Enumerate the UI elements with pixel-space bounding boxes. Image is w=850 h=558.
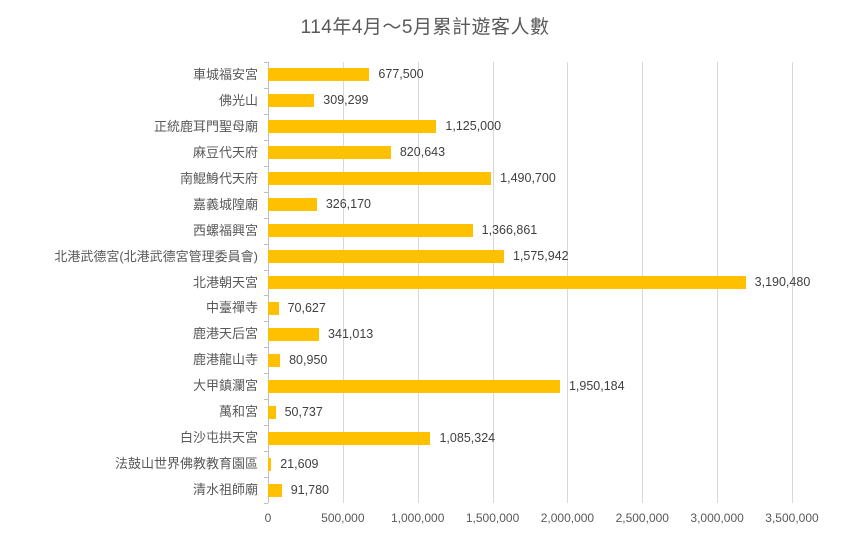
category-label: 北港武德宮(北港武德宮管理委員會) <box>54 248 258 264</box>
x-axis-tick-label: 0 <box>264 511 272 525</box>
bar <box>268 379 560 393</box>
bar <box>268 198 317 212</box>
value-label: 1,490,700 <box>500 171 556 186</box>
category-axis-tick <box>264 373 268 375</box>
bar <box>268 120 437 134</box>
category-label: 白沙屯拱天宮 <box>179 430 258 446</box>
category-label: 佛光山 <box>218 92 258 108</box>
x-axis-tick-label: 3,500,000 <box>765 511 819 525</box>
category-axis-tick <box>264 165 268 167</box>
category-label: 鹿港天后宮 <box>192 326 258 342</box>
x-axis-tick-label: 1,500,000 <box>465 511 520 525</box>
bar <box>268 68 370 82</box>
category-label: 南鯤鯓代天府 <box>179 170 258 186</box>
value-label: 80,950 <box>289 352 328 367</box>
category-axis-tick <box>264 191 268 193</box>
value-label: 70,627 <box>287 300 326 315</box>
bar <box>268 250 504 264</box>
category-axis-tick <box>264 62 268 63</box>
x-axis-tick-label: 2,000,000 <box>540 511 595 525</box>
bar <box>268 224 473 238</box>
bar <box>268 405 276 419</box>
category-axis-tick <box>264 243 268 245</box>
x-axis-tick-label: 500,000 <box>321 511 365 525</box>
category-label: 麻豆代天府 <box>192 144 258 160</box>
bar <box>268 431 431 445</box>
category-axis-tick <box>264 321 268 323</box>
x-axis-tick-label: 2,500,000 <box>615 511 669 525</box>
bar <box>268 94 315 108</box>
bar <box>268 276 746 289</box>
value-label: 820,643 <box>399 145 446 160</box>
category-label: 車城福安宮 <box>192 67 258 82</box>
category-axis-tick <box>264 113 268 115</box>
category-label: 嘉義城隍廟 <box>192 196 258 212</box>
category-label: 正統鹿耳門聖母廟 <box>153 118 258 134</box>
value-label: 341,013 <box>328 326 374 341</box>
value-label: 21,609 <box>280 456 319 471</box>
category-axis-tick <box>264 503 268 504</box>
category-label: 北港朝天宮 <box>192 274 258 290</box>
bar <box>268 172 492 186</box>
bar <box>268 457 272 471</box>
bar <box>268 483 282 497</box>
value-label: 677,500 <box>378 67 424 82</box>
category-axis-tick <box>264 139 268 141</box>
category-axis-tick <box>264 217 268 219</box>
category-label: 西螺福興宮 <box>192 222 258 238</box>
value-label: 1,085,324 <box>439 430 496 445</box>
bar <box>268 327 320 341</box>
category-axis-tick <box>264 295 268 297</box>
bar <box>268 353 281 367</box>
category-label: 鹿港龍山寺 <box>192 352 258 368</box>
value-label: 309,299 <box>323 93 369 108</box>
value-label: 326,170 <box>325 197 372 212</box>
value-label: 1,575,942 <box>512 249 569 264</box>
value-label: 91,780 <box>290 482 329 497</box>
x-axis-tick-label: 3,000,000 <box>690 511 744 525</box>
value-label: 1,366,861 <box>481 223 538 238</box>
x-axis-tick-label: 1,000,000 <box>391 511 445 525</box>
category-label: 萬和宮 <box>218 404 258 420</box>
category-axis-tick <box>264 451 268 453</box>
category-axis-tick <box>264 399 268 401</box>
category-label: 大甲鎮瀾宮 <box>192 378 258 394</box>
bar <box>268 146 391 160</box>
value-label: 3,190,480 <box>754 275 811 289</box>
category-label: 中臺禪寺 <box>205 300 258 316</box>
category-label: 清水祖師廟 <box>192 482 258 498</box>
category-axis-tick <box>264 347 268 349</box>
category-axis-tick <box>264 269 268 271</box>
chart-title: 114年4月～5月累計遊客人數 <box>300 17 550 38</box>
bar <box>268 301 279 315</box>
x-gridline <box>792 62 793 503</box>
value-label: 1,125,000 <box>445 119 502 134</box>
value-label: 50,737 <box>284 404 323 419</box>
category-label: 法鼓山世界佛教教育園區 <box>114 456 258 472</box>
value-label: 1,950,184 <box>568 378 625 393</box>
plot-area: 677,500 309,299 1,125,000 820,643 1,490,700 3… <box>268 62 810 503</box>
category-axis-tick <box>264 87 268 89</box>
category-axis-tick <box>264 425 268 427</box>
category-axis-tick <box>264 477 268 479</box>
